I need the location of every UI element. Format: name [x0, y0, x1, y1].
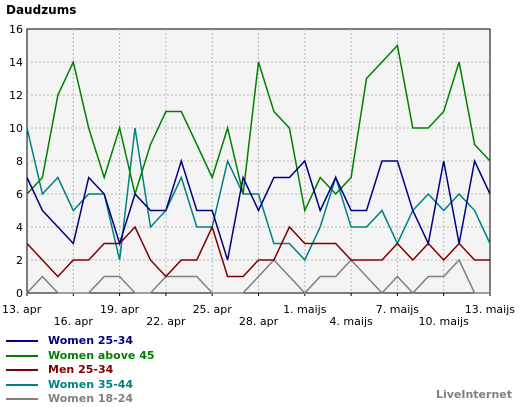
x-tick-label: 13. maijs — [465, 303, 516, 316]
legend-item: Women above 45 — [6, 349, 155, 364]
legend-label: Women 18-24 — [48, 392, 134, 405]
series-line-women-25-34 — [26, 158, 491, 261]
legend-item: Women 25-34 — [6, 334, 155, 349]
y-tick-label: 10 — [9, 122, 23, 135]
x-tick-label: 19. apr — [100, 303, 140, 316]
legend-item: Women 35-44 — [6, 378, 155, 393]
brand-label: LiveInternet — [435, 388, 512, 401]
y-tick-label: 0 — [16, 287, 23, 300]
legend-swatch — [6, 340, 38, 343]
x-tick-label: 16. apr — [54, 315, 94, 328]
legend-label: Women 25-34 — [48, 334, 134, 347]
legend-swatch — [6, 398, 38, 401]
x-tick-label: 25. apr — [193, 303, 233, 316]
y-tick-label: 2 — [16, 254, 23, 267]
series-line-men-25-34 — [26, 224, 490, 278]
legend-swatch — [6, 369, 38, 372]
y-tick-label: 4 — [16, 221, 23, 234]
legend-item: Women 18-24 — [6, 392, 155, 407]
y-tick-label: 8 — [16, 155, 23, 168]
legend-swatch — [6, 354, 38, 357]
y-tick-label: 12 — [9, 89, 23, 102]
x-tick-label: 10. maijs — [419, 315, 470, 328]
x-tick-label: 4. maijs — [329, 315, 373, 328]
x-tick-label: 13. apr — [2, 303, 42, 316]
x-tick-label: 28. apr — [239, 315, 279, 328]
series-line-women-18-24 — [26, 258, 490, 295]
series-line-women-above-45 — [26, 43, 491, 213]
legend-swatch — [6, 383, 38, 386]
x-tick-label: 22. apr — [146, 315, 186, 328]
legend-label: Women above 45 — [48, 348, 155, 362]
chart-title: Daudzums — [6, 3, 76, 17]
x-tick-label: 1. maijs — [283, 303, 327, 316]
y-tick-label: 6 — [16, 188, 23, 201]
legend-label: Women 35-44 — [48, 377, 134, 391]
y-tick-label: 14 — [9, 56, 23, 69]
legend: Women 25-34 Women above 45 Men 25-34 Women … — [6, 334, 155, 407]
y-tick-label: 16 — [9, 23, 23, 36]
legend-label: Men 25-34 — [48, 363, 114, 376]
legend-item: Men 25-34 — [6, 363, 155, 378]
x-tick-label: 7. maijs — [376, 303, 420, 316]
